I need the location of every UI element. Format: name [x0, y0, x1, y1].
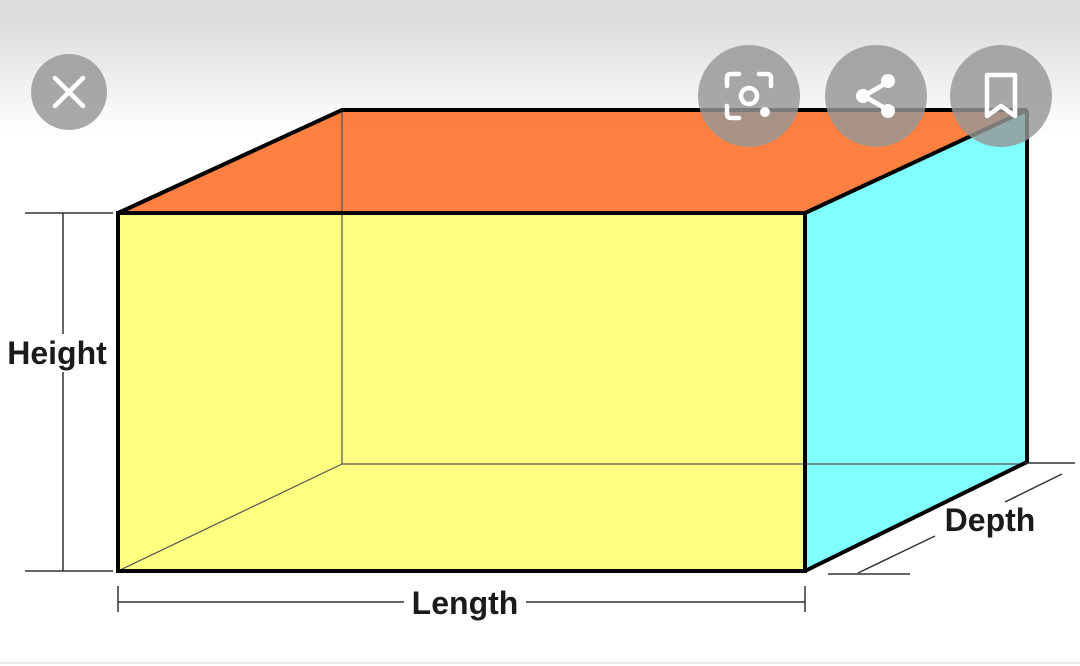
share-icon	[856, 74, 895, 118]
save-button[interactable]	[950, 45, 1052, 147]
share-button[interactable]	[825, 45, 927, 147]
length-dimension	[117, 586, 806, 612]
hidden-edges	[117, 110, 1027, 572]
height-label: Height	[7, 335, 107, 371]
depth-dimension	[828, 462, 1075, 575]
box-edges	[116, 108, 1029, 573]
front-face	[118, 213, 805, 571]
length-label: Length	[412, 585, 519, 621]
close-button[interactable]	[31, 54, 107, 130]
lens-button[interactable]	[698, 45, 800, 147]
bookmark-icon	[984, 72, 1018, 119]
side-face	[805, 110, 1027, 571]
bottom-divider	[0, 662, 1080, 664]
close-icon	[52, 75, 86, 109]
height-dimension	[25, 212, 113, 572]
depth-label: Depth	[945, 502, 1036, 538]
status-strip	[0, 0, 1080, 24]
lens-icon	[724, 71, 774, 121]
top-face	[118, 110, 1027, 213]
